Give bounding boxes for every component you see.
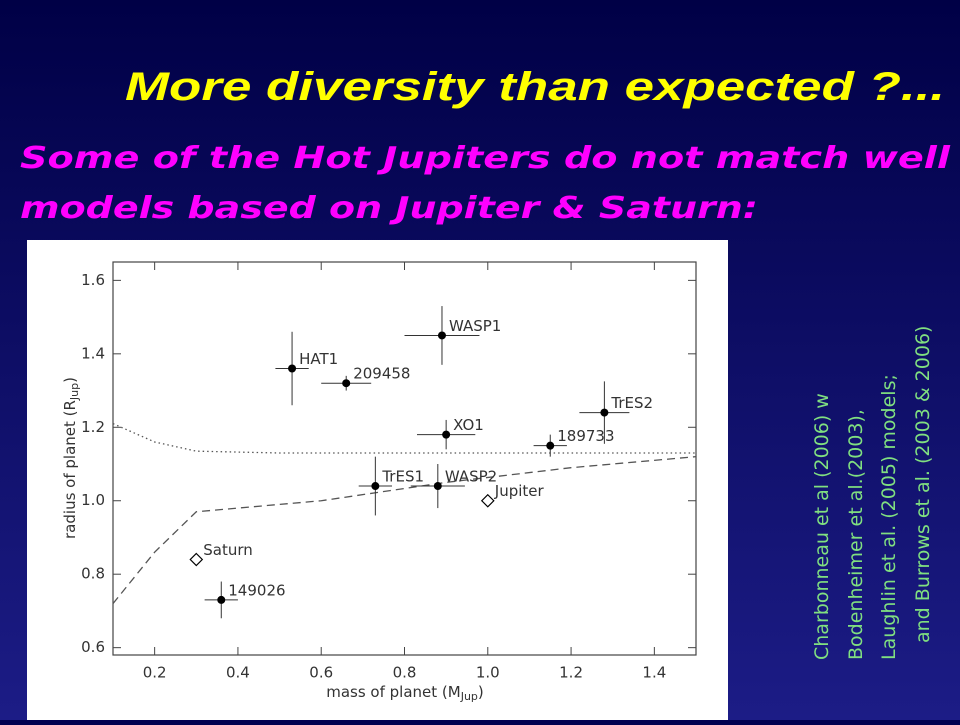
label-subscript: Jup bbox=[460, 690, 478, 703]
x-tick-label: 0.6 bbox=[309, 664, 333, 682]
slide-title: More diversity than expected ?... bbox=[125, 65, 945, 109]
point-label: WASP2 bbox=[445, 468, 497, 486]
point-label: TrES2 bbox=[610, 394, 653, 412]
y-tick-label: 0.6 bbox=[81, 638, 105, 656]
x-tick-label: 0.8 bbox=[393, 664, 417, 682]
point-label: HAT1 bbox=[299, 350, 338, 368]
point-label: 209458 bbox=[353, 365, 410, 383]
point-label: 149026 bbox=[228, 581, 285, 599]
citation: Charbonneau et al (2006) w Bodenheimer e… bbox=[811, 326, 934, 660]
label-part: mass of planet (M bbox=[326, 683, 461, 701]
y-tick-label: 0.8 bbox=[81, 565, 105, 583]
point-label: Saturn bbox=[203, 541, 253, 559]
point bbox=[480, 493, 495, 508]
y-tick-label: 1.4 bbox=[81, 344, 105, 362]
y-axis-label: radius of planet (RJup) bbox=[61, 377, 82, 539]
subtitle: models based on Jupiter & Saturn: bbox=[20, 191, 758, 226]
point bbox=[371, 482, 380, 491]
point-label: XO1 bbox=[453, 416, 484, 434]
y-tick-label: 1.0 bbox=[81, 491, 105, 509]
label-part: ) bbox=[61, 377, 79, 383]
x-tick-label: 0.2 bbox=[143, 664, 167, 682]
x-tick-label: 1.0 bbox=[476, 664, 500, 682]
citation-line: Charbonneau et al (2006) w bbox=[811, 393, 833, 660]
label-part: radius of planet (R bbox=[61, 400, 79, 539]
model-curve bbox=[112, 456, 697, 604]
label-part: ) bbox=[478, 683, 484, 701]
point bbox=[433, 482, 442, 491]
x-axis-label: mass of planet (MJup) bbox=[326, 683, 484, 704]
citation-line: Laughlin et al. (2005) models; bbox=[878, 374, 900, 660]
point-label: Jupiter bbox=[494, 482, 545, 500]
x-tick-label: 1.2 bbox=[559, 664, 583, 682]
point bbox=[217, 595, 226, 604]
plot-background bbox=[27, 240, 728, 720]
label-subscript: Jup bbox=[68, 383, 81, 401]
citation-line: and Burrows et al. (2003 & 2006) bbox=[912, 326, 934, 643]
point bbox=[546, 441, 555, 450]
x-tick-label: 0.4 bbox=[226, 664, 250, 682]
point-label: WASP1 bbox=[449, 317, 501, 335]
point bbox=[600, 408, 609, 417]
point bbox=[189, 552, 204, 567]
point bbox=[288, 364, 297, 373]
point-label: 189733 bbox=[557, 427, 614, 445]
point bbox=[437, 331, 446, 340]
plot: mass of planet (MJup) radius of planet (… bbox=[27, 240, 728, 720]
subtitle: Some of the Hot Jupiters do not match we… bbox=[20, 141, 951, 176]
point-label: TrES1 bbox=[381, 468, 424, 486]
point bbox=[342, 379, 351, 388]
citation-line: Bodenheimer et al.(2003), bbox=[845, 409, 867, 660]
y-tick-label: 1.2 bbox=[81, 418, 105, 436]
y-tick-label: 1.6 bbox=[81, 271, 105, 289]
x-tick-label: 1.4 bbox=[642, 664, 666, 682]
point bbox=[442, 430, 451, 439]
